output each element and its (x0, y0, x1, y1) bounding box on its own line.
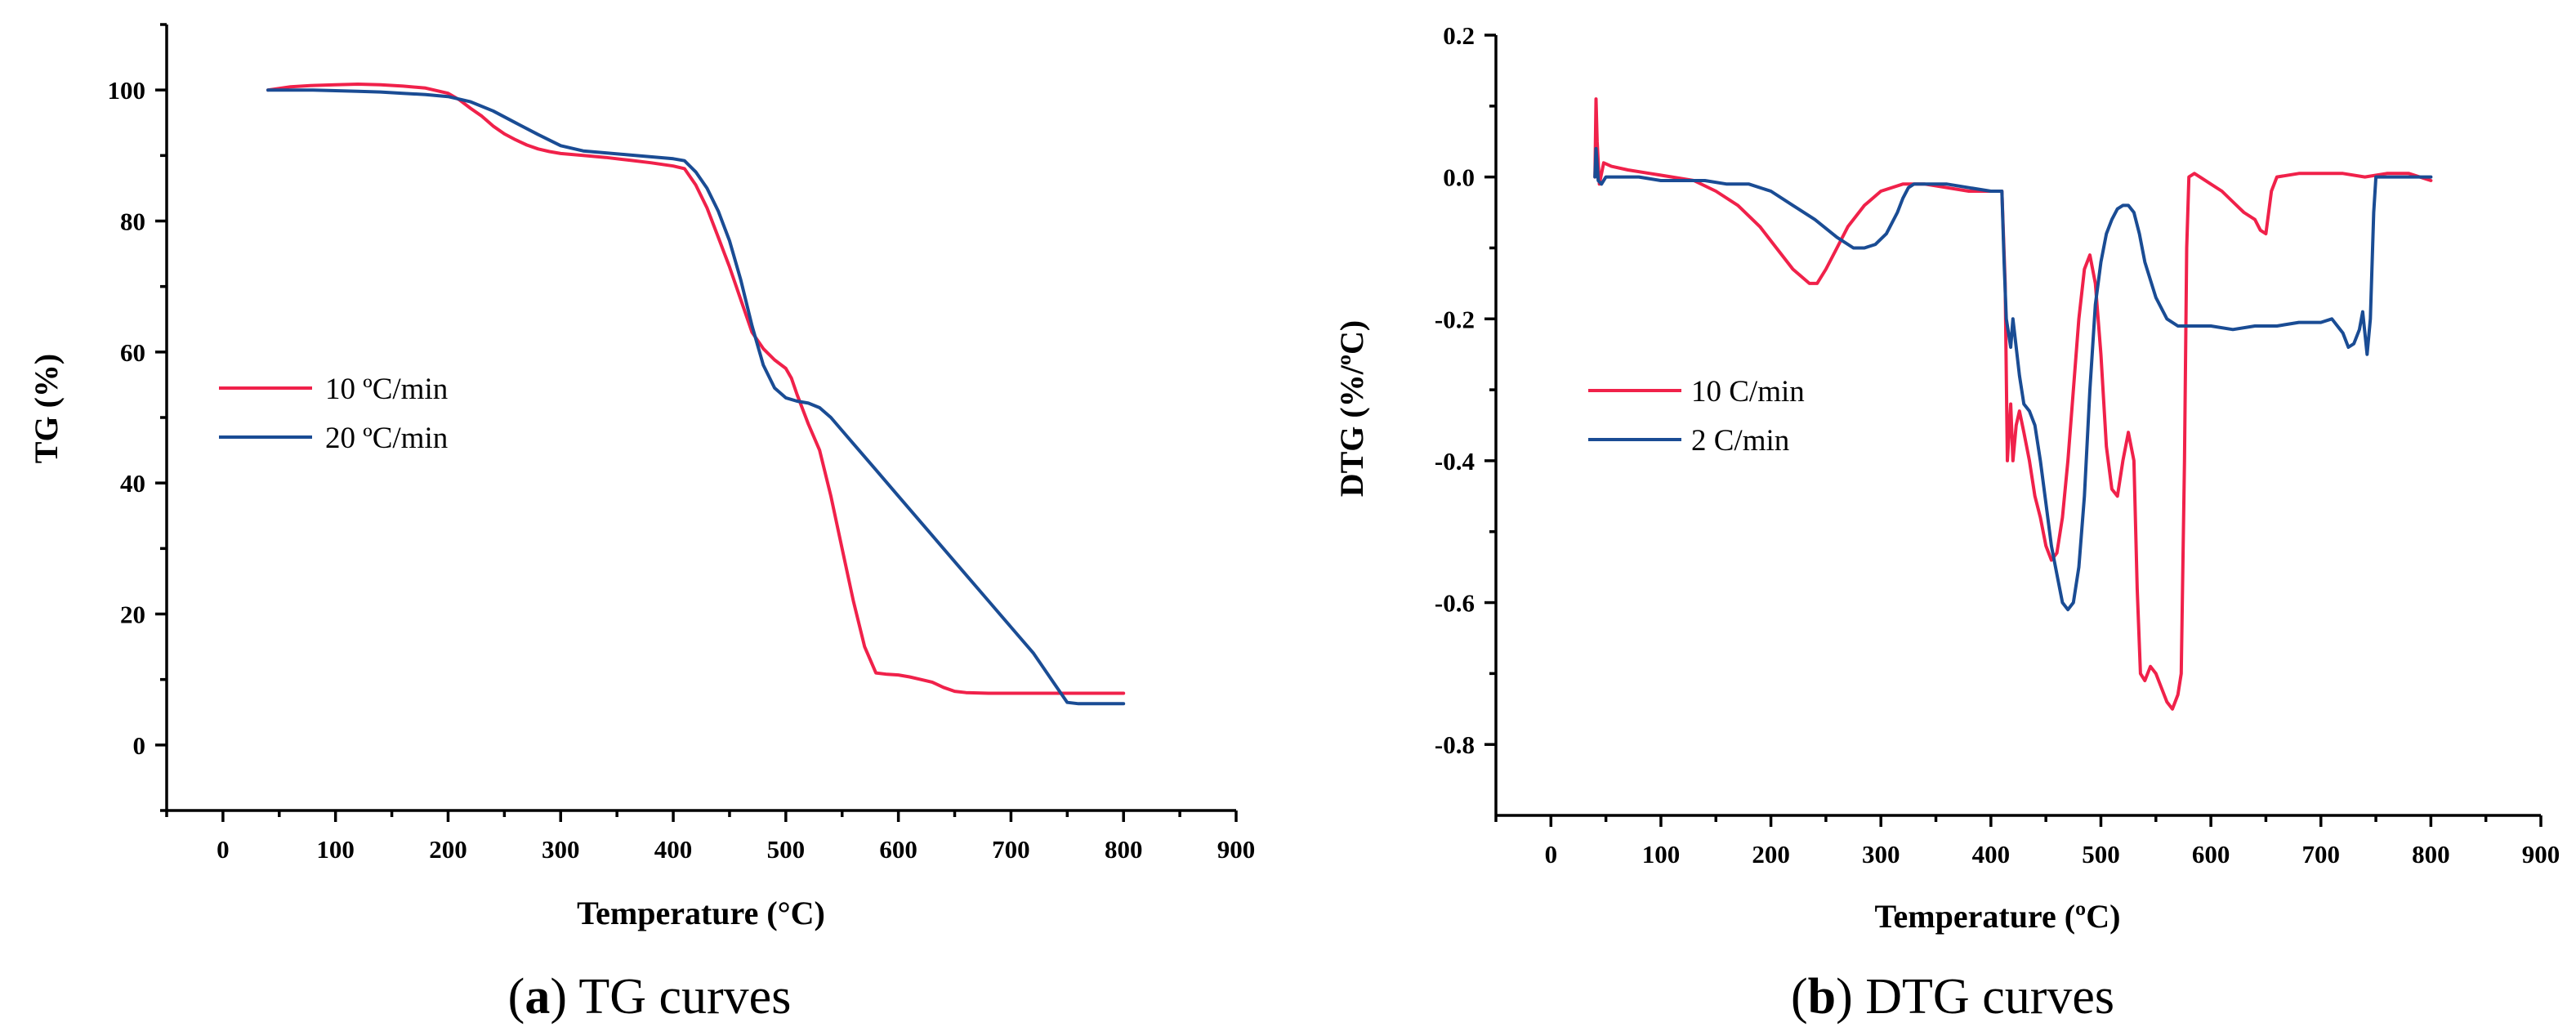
tg-x-axis-title: Temperature (°C) (577, 895, 825, 931)
dtg-x-tick-label: 200 (1752, 840, 1790, 869)
dtg-y-tick-label: -0.4 (1435, 447, 1475, 476)
dtg-x-tick-label: 500 (2082, 840, 2120, 869)
tg-caption: (a) TG curves (508, 969, 792, 1025)
tg-y-tick-label: 0 (133, 731, 146, 760)
tg-y-tick-label: 60 (120, 338, 145, 367)
dtg-x-tick-label: 900 (2522, 840, 2560, 869)
dtg-legend: 10 C/min 2 C/min (1588, 375, 1805, 458)
dtg-y-axis-title: DTG (%/ºC) (1333, 320, 1370, 498)
dtg-x-tick-label: 800 (2412, 840, 2450, 869)
tg-x-tick-label: 600 (879, 835, 917, 864)
dtg-y-tick-label: -0.2 (1435, 305, 1475, 333)
tg-legend: 10 ºC/min 20 ºC/min (219, 373, 448, 455)
dtg-y-tick-label: -0.8 (1435, 730, 1475, 759)
tg-caption-letter: a (525, 969, 550, 1025)
tg-x-tick-label: 300 (542, 835, 580, 864)
tg-x-tick-label: 500 (767, 835, 806, 864)
dtg-caption-letter: b (1808, 969, 1836, 1025)
dtg-y-tick-label: -0.6 (1435, 589, 1475, 618)
dtg-legend-label-10: 10 C/min (1691, 375, 1805, 409)
tg-x-tick-label: 400 (654, 835, 693, 864)
dtg-x-tick-label: 700 (2301, 840, 2340, 869)
tg-x-tick-label: 800 (1105, 835, 1143, 864)
dtg-caption: (b) DTG curves (1791, 969, 2114, 1025)
dtg-chart-panel: 0 100 200 300 400 500 600 700 800 900 -0.8 -0.6 -0.4… (1333, 21, 2560, 1025)
tg-series-line-blue (266, 88, 1126, 706)
tg-x-tick-label: 0 (217, 835, 230, 864)
tg-caption-text: TG curves (567, 969, 791, 1025)
dtg-series-line-blue (1593, 146, 2433, 612)
tg-y-tick-label: 20 (120, 601, 145, 629)
tg-y-tick-label: 100 (108, 76, 146, 105)
dtg-y-tick-label: 0.0 (1443, 163, 1475, 192)
tg-y-axis-title: TG (%) (28, 354, 65, 463)
dtg-x-tick-label: 100 (1642, 840, 1681, 869)
tg-chart-panel: 0 100 200 300 400 500 600 700 800 900 0 20 40 60 80 100… (28, 23, 1256, 1025)
tg-y-tick-label: 40 (120, 469, 145, 498)
dtg-x-tick-label: 600 (2192, 840, 2230, 869)
dtg-legend-label-2: 2 C/min (1691, 424, 1789, 458)
tg-x-tick-label: 700 (992, 835, 1030, 864)
dtg-series-line-red (1593, 97, 2433, 711)
dtg-x-axis-title: Temperature (ºC) (1875, 898, 2121, 935)
dtg-x-tick-label: 400 (1972, 840, 2011, 869)
tg-legend-label-20: 20 ºC/min (325, 422, 448, 455)
tg-x-tick-label: 900 (1217, 835, 1256, 864)
tg-legend-label-10: 10 ºC/min (325, 373, 448, 406)
tg-x-tick-label: 200 (429, 835, 467, 864)
dtg-x-tick-label: 0 (1545, 840, 1558, 869)
dtg-y-tick-label: 0.2 (1443, 21, 1475, 50)
tg-y-tick-label: 80 (120, 208, 145, 236)
tg-x-tick-label: 100 (316, 835, 355, 864)
dtg-x-tick-label: 300 (1862, 840, 1900, 869)
dtg-caption-text: DTG curves (1853, 969, 2114, 1025)
tg-series-line-red (266, 83, 1126, 695)
